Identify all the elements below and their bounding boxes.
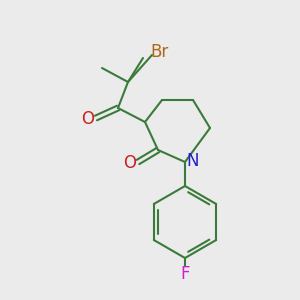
Text: O: O: [82, 110, 94, 128]
Text: O: O: [124, 154, 136, 172]
Text: N: N: [187, 152, 199, 170]
Text: Br: Br: [150, 43, 168, 61]
Text: F: F: [180, 265, 190, 283]
